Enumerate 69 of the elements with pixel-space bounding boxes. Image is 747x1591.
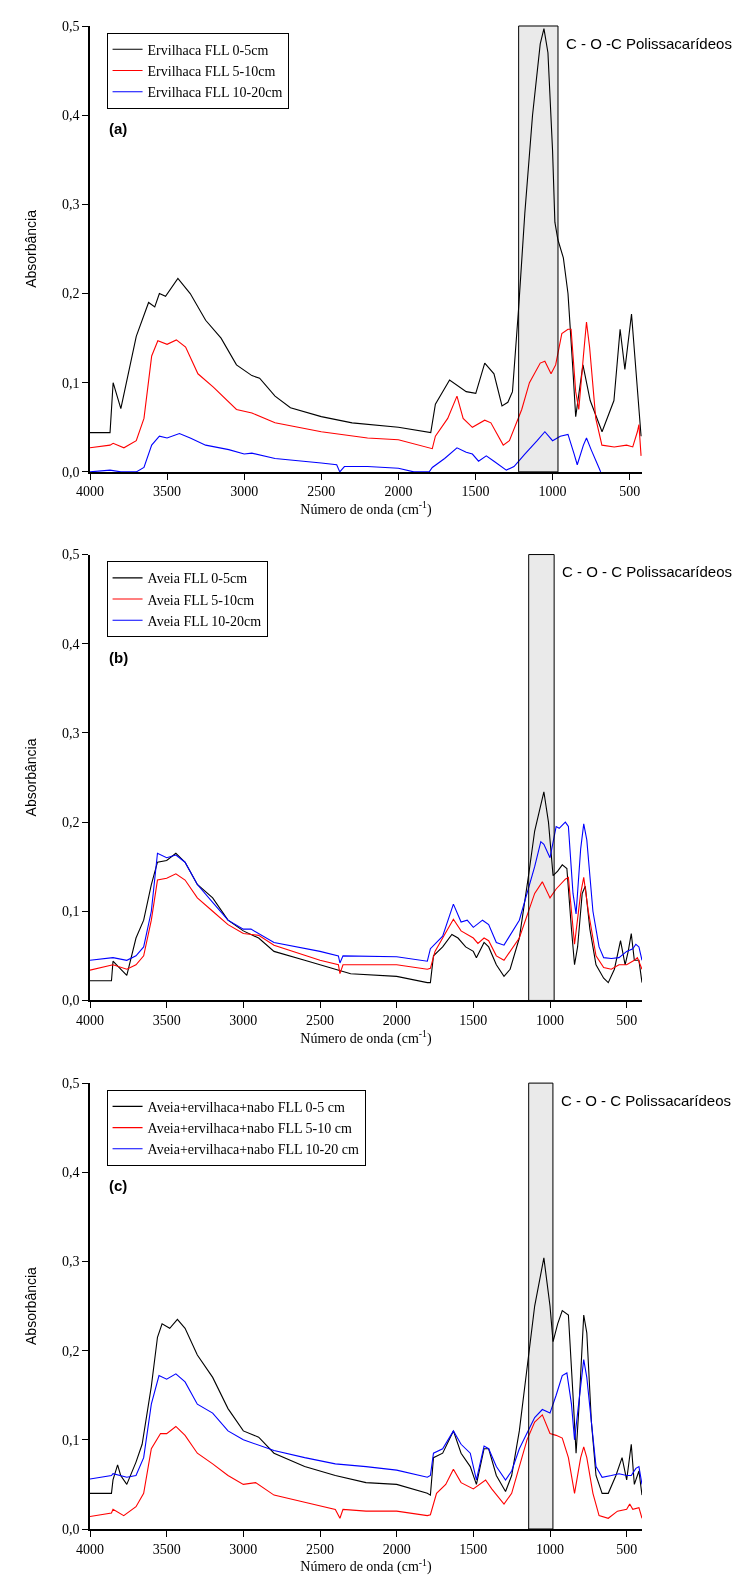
y-tick-label: 0,3	[61, 725, 80, 741]
x-tick-label: 1000	[538, 484, 567, 500]
legend-label: Aveia+ervilhaca+nabo FLL 5-10 cm	[147, 1121, 352, 1137]
x-tick-label: 500	[616, 1541, 638, 1557]
legend-label: Ervilhaca FLL 10-20cm	[147, 85, 283, 101]
x-axis-title: Número de onda (cm$^{-1}$)	[300, 499, 433, 519]
x-tick-label: 3000	[229, 1541, 258, 1557]
y-tick-label: 0,3	[61, 197, 80, 213]
y-tick-label: 0,1	[61, 904, 80, 920]
annotation: (b)	[109, 649, 129, 666]
line-series	[90, 873, 642, 975]
band-label: C - O -C Polissacarídeos	[566, 35, 732, 52]
x-tick-label: 3000	[229, 1012, 258, 1028]
y-tick-label: 0,4	[61, 1165, 80, 1181]
legend-label: Aveia FLL 0-5cm	[147, 571, 248, 587]
y-tick-label: 0,1	[61, 375, 80, 391]
y-tick-label: 0,0	[61, 993, 80, 1009]
x-tick-label: 4000	[76, 1541, 104, 1557]
x-tick-label: 2000	[382, 1012, 411, 1028]
line-series	[90, 431, 602, 472]
legend-label: Aveia+ervilhaca+nabo FLL 10-20 cm	[147, 1142, 359, 1158]
x-tick-label: 1500	[459, 1012, 488, 1028]
x-tick-label: 3500	[152, 1012, 181, 1028]
x-tick-label: 2000	[382, 1541, 411, 1557]
y-tick-label: 0,4	[61, 636, 80, 652]
x-axis-title: Número de onda (cm$^{-1}$)	[300, 1556, 433, 1576]
y-tick-label: 0,2	[61, 814, 80, 830]
y-tick-label: 0,5	[61, 547, 80, 563]
legend-label: Aveia FLL 5-10cm	[147, 592, 255, 608]
line-series	[90, 1359, 642, 1485]
legend-label: Aveia FLL 10-20cm	[147, 613, 262, 629]
y-axis-title: Absorbância	[23, 738, 40, 817]
line-series	[90, 821, 642, 964]
y-axis-title: Absorbância	[23, 1266, 40, 1345]
x-tick-label: 1000	[536, 1012, 564, 1028]
y-axis-title: Absorbância	[23, 209, 40, 288]
x-tick-label: 4000	[76, 1012, 104, 1028]
x-tick-label: 1000	[536, 1541, 564, 1557]
x-tick-label: 500	[616, 1012, 638, 1028]
y-tick-label: 0,4	[61, 108, 80, 124]
y-tick-label: 0,1	[61, 1432, 80, 1448]
y-tick-label: 0,2	[61, 1343, 80, 1359]
x-tick-label: 2500	[306, 1541, 334, 1557]
band-label: C - O - C Polissacarídeos	[561, 1092, 732, 1109]
legend-label: Ervilhaca FLL 5-10cm	[147, 63, 276, 79]
x-axis-title: Número de onda (cm$^{-1}$)	[300, 1027, 433, 1047]
x-tick-label: 1500	[459, 1541, 488, 1557]
x-tick-label: 3000	[230, 484, 259, 500]
y-tick-label: 0,5	[61, 18, 80, 34]
line-series	[90, 321, 642, 457]
annotation: (a)	[109, 120, 128, 137]
x-tick-label: 4000	[76, 484, 104, 500]
x-tick-label: 1500	[461, 484, 490, 500]
y-tick-label: 0,2	[61, 286, 80, 302]
x-tick-label: 2500	[307, 484, 336, 500]
y-tick-label: 0,0	[61, 1521, 80, 1537]
y-tick-label: 0,3	[61, 1254, 80, 1270]
annotation: (c)	[109, 1177, 128, 1194]
x-tick-label: 500	[619, 484, 641, 500]
x-tick-label: 3500	[152, 1541, 181, 1557]
legend-label: Ervilhaca FLL 0-5cm	[147, 42, 269, 58]
line-series	[90, 1414, 642, 1519]
y-tick-label: 0,5	[61, 1076, 80, 1092]
x-tick-label: 3500	[153, 484, 182, 500]
x-tick-label: 2000	[384, 484, 413, 500]
legend-label: Aveia+ervilhaca+nabo FLL 0-5 cm	[147, 1099, 345, 1115]
y-tick-label: 0,0	[61, 464, 80, 480]
x-tick-label: 2500	[306, 1012, 334, 1028]
band-label: C - O - C Polissacarídeos	[562, 563, 733, 580]
